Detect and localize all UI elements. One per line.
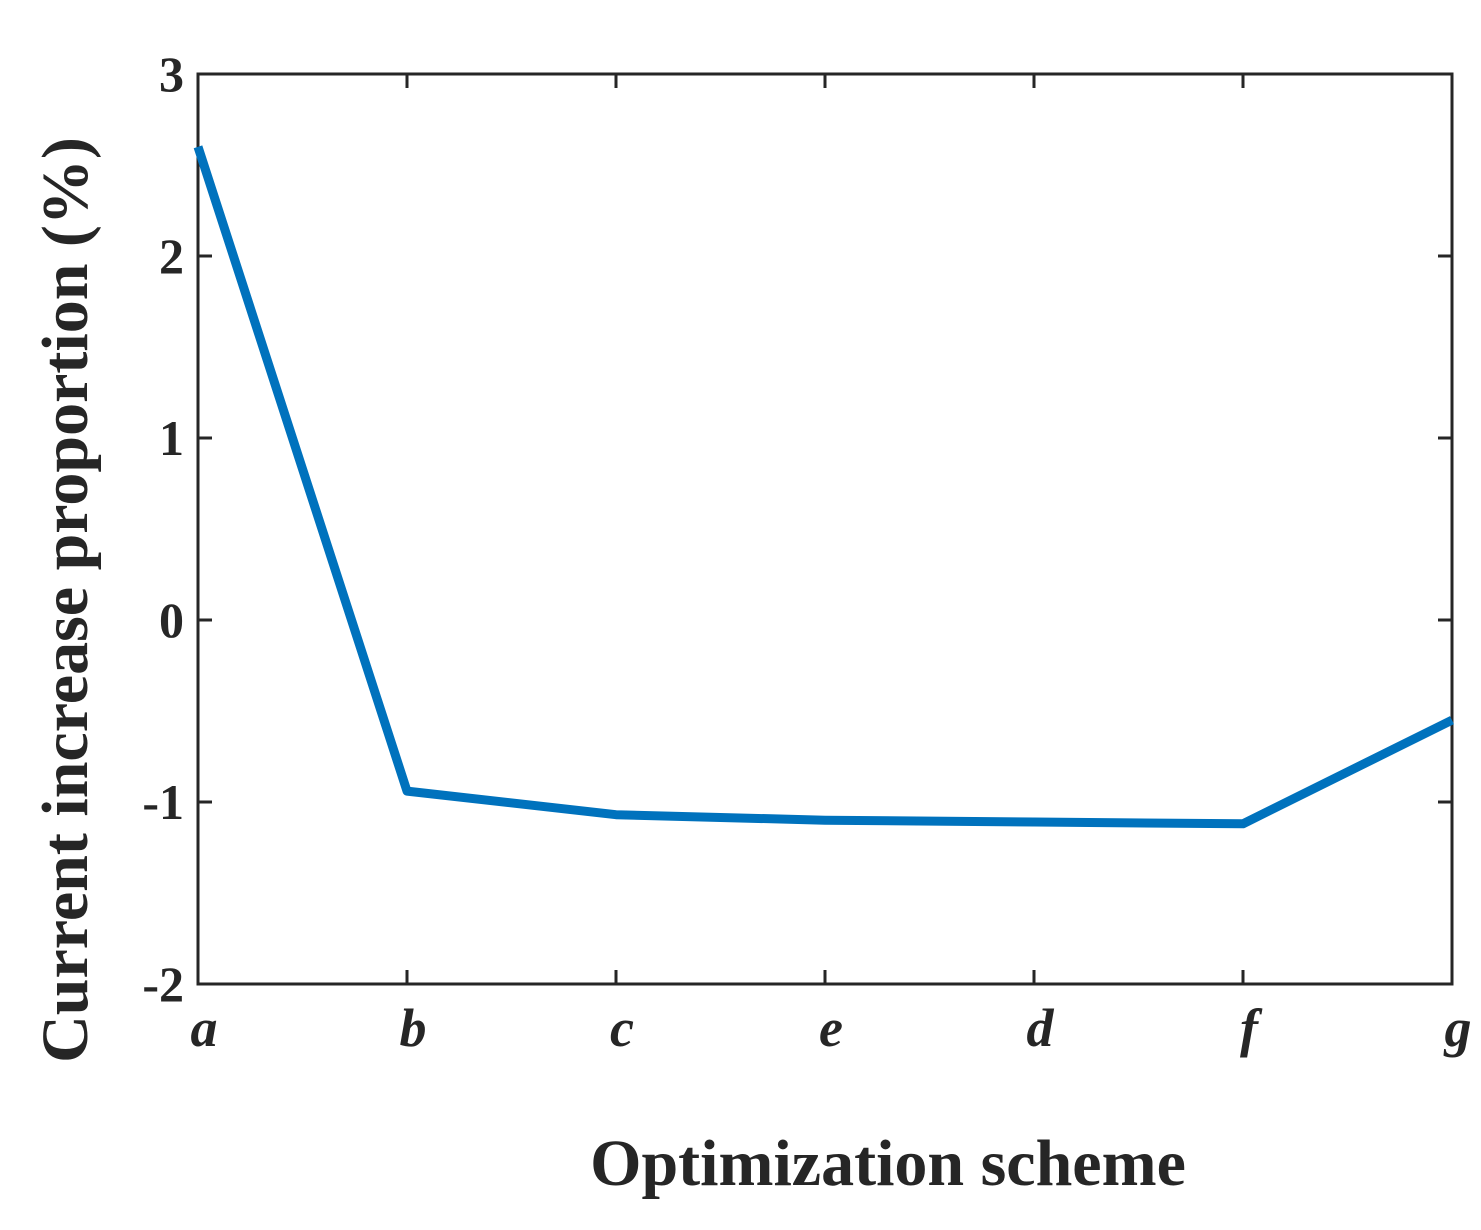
x-axis-label: Optimization scheme [590, 1127, 1186, 1200]
y-tick-label: 3 [159, 46, 184, 102]
y-tick-label: 1 [159, 410, 184, 466]
tick-labels: -2 -1 0 1 2 3 a b c e d f g [142, 46, 1471, 1058]
y-tick-label: -1 [142, 774, 184, 830]
x-tick-label: b [400, 998, 427, 1058]
x-tick-label: a [191, 998, 218, 1058]
plot-area [193, 72, 1455, 986]
y-tick-label: 2 [159, 228, 184, 284]
x-tick-label: g [1444, 998, 1472, 1058]
axis-ticks [196, 72, 1454, 986]
y-tick-label: -2 [142, 956, 184, 1012]
y-axis-label: Current increase proportion (%) [29, 137, 102, 1063]
x-tick-label: e [819, 998, 843, 1058]
x-tick-label: c [610, 998, 634, 1058]
x-tick-label: f [1240, 998, 1263, 1058]
y-tick-label: 0 [159, 592, 184, 648]
series-line [193, 145, 1455, 829]
axes-box [196, 72, 1454, 986]
x-tick-label: d [1027, 998, 1055, 1058]
